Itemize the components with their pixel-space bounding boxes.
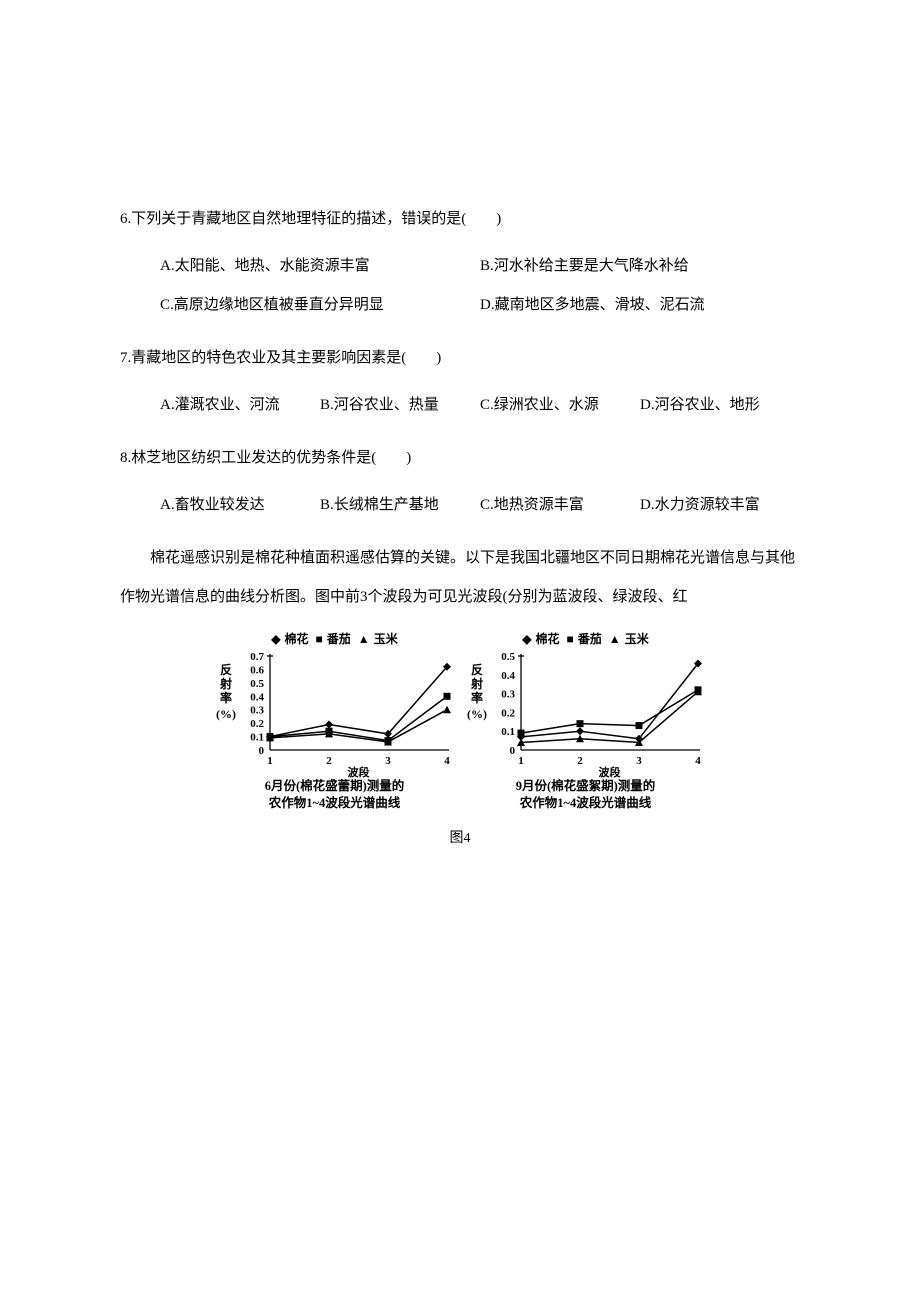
- q8-option-c: C.地热资源丰富: [480, 486, 640, 525]
- svg-text:0.4: 0.4: [250, 692, 264, 704]
- chart-june-legend: ◆棉花 ■番茄 ▲玉米: [212, 632, 457, 646]
- svg-text:波段: 波段: [348, 765, 370, 778]
- svg-text:0.3: 0.3: [501, 689, 515, 701]
- q8-options: A.畜牧业较发达 B.长绒棉生产基地 C.地热资源丰富 D.水力资源较丰富: [120, 486, 800, 525]
- legend-cotton: 棉花: [285, 632, 309, 646]
- q7-option-a: A.灌溉农业、河流: [160, 386, 320, 425]
- q6-option-b: B.河水补给主要是大气降水补给: [480, 247, 800, 286]
- passage-intro: 棉花遥感识别是棉花种植面积遥感估算的关键。以下是我国北疆地区不同日期棉花光谱信息…: [120, 539, 800, 617]
- legend-tomato: 番茄: [578, 632, 602, 646]
- chart-sept-svg: 0 0.1 0.2 0.3 0.4 0.5 1 2 3 4 波段 反射率 (%): [463, 648, 708, 778]
- svg-text:0: 0: [259, 745, 265, 757]
- q8-option-a: A.畜牧业较发达: [160, 486, 320, 525]
- svg-text:2: 2: [577, 755, 583, 767]
- svg-text:0.2: 0.2: [501, 708, 515, 720]
- svg-text:0.4: 0.4: [501, 670, 515, 682]
- chart-sept-caption: 9月份(棉花盛絮期)测量的 农作物1~4波段光谱曲线: [463, 778, 708, 812]
- svg-text:(%): (%): [216, 707, 236, 721]
- q8-stem: 8.林芝地区纺织工业发达的优势条件是( ): [120, 439, 800, 478]
- legend-corn: 玉米: [625, 632, 649, 646]
- svg-text:射: 射: [219, 676, 232, 691]
- svg-text:0: 0: [510, 745, 516, 757]
- chart-sept-legend: ◆棉花 ■番茄 ▲玉米: [463, 632, 708, 646]
- q8-option-d: D.水力资源较丰富: [640, 486, 800, 525]
- svg-text:0.2: 0.2: [250, 719, 264, 731]
- svg-text:1: 1: [267, 755, 273, 767]
- svg-text:0.6: 0.6: [250, 665, 264, 677]
- legend-tomato: 番茄: [327, 632, 351, 646]
- q7-option-c: C.绿洲农业、水源: [480, 386, 640, 425]
- q6-option-c: C.高原边缘地区植被垂直分异明显: [160, 286, 480, 325]
- chart-june-svg: 00.10.2 0.30.4 0.50.6 0.7 1 2 3 4 波段 反射率 (%): [212, 648, 457, 778]
- q7-option-b: B.河谷农业、热量: [320, 386, 480, 425]
- svg-text:波段: 波段: [599, 765, 621, 778]
- svg-text:0.1: 0.1: [250, 732, 264, 744]
- svg-text:3: 3: [385, 755, 391, 767]
- svg-text:反: 反: [471, 662, 483, 677]
- svg-text:0.3: 0.3: [250, 705, 264, 717]
- chart-sept: ◆棉花 ■番茄 ▲玉米 0 0.1 0.2 0.3 0.4 0.5 1 2 3 4 波段 反射率 (%)…: [463, 632, 708, 825]
- svg-text:率: 率: [220, 690, 232, 705]
- svg-text:4: 4: [444, 755, 450, 767]
- svg-text:反: 反: [220, 662, 232, 677]
- q8-option-b: B.长绒棉生产基地: [320, 486, 480, 525]
- figure-4: ◆棉花 ■番茄 ▲玉米 00.10.20.30.40.50.60.71234波段…: [120, 632, 800, 825]
- svg-text:1: 1: [518, 755, 524, 767]
- svg-text:(%): (%): [467, 707, 487, 721]
- svg-text:0.5: 0.5: [501, 651, 515, 663]
- q6-option-a: A.太阳能、地热、水能资源丰富: [160, 247, 480, 286]
- q6-options: A.太阳能、地热、水能资源丰富 B.河水补给主要是大气降水补给 C.高原边缘地区…: [120, 247, 800, 325]
- q6-stem: 6.下列关于青藏地区自然地理特征的描述，错误的是( ): [120, 200, 800, 239]
- q7-option-d: D.河谷农业、地形: [640, 386, 800, 425]
- legend-cotton: 棉花: [536, 632, 560, 646]
- document-page: 6.下列关于青藏地区自然地理特征的描述，错误的是( ) A.太阳能、地热、水能资…: [0, 0, 920, 902]
- legend-corn: 玉米: [374, 632, 398, 646]
- figure-number: 图4: [120, 829, 800, 849]
- chart-june: ◆棉花 ■番茄 ▲玉米 00.10.2 0.30.4 0.50.6 0.7 1 2 3 4 波段…: [212, 632, 457, 825]
- svg-text:0.7: 0.7: [250, 651, 264, 663]
- svg-text:0.1: 0.1: [501, 727, 515, 739]
- svg-text:3: 3: [636, 755, 642, 767]
- q7-options: A.灌溉农业、河流 B.河谷农业、热量 C.绿洲农业、水源 D.河谷农业、地形: [120, 386, 800, 425]
- svg-text:射: 射: [470, 676, 483, 691]
- q7-stem: 7.青藏地区的特色农业及其主要影响因素是( ): [120, 339, 800, 378]
- chart-june-caption: 6月份(棉花盛蕾期)测量的 农作物1~4波段光谱曲线: [212, 778, 457, 812]
- svg-text:4: 4: [695, 755, 701, 767]
- svg-text:2: 2: [326, 755, 332, 767]
- q6-option-d: D.藏南地区多地震、滑坡、泥石流: [480, 286, 800, 325]
- svg-text:0.5: 0.5: [250, 678, 264, 690]
- svg-text:率: 率: [471, 690, 483, 705]
